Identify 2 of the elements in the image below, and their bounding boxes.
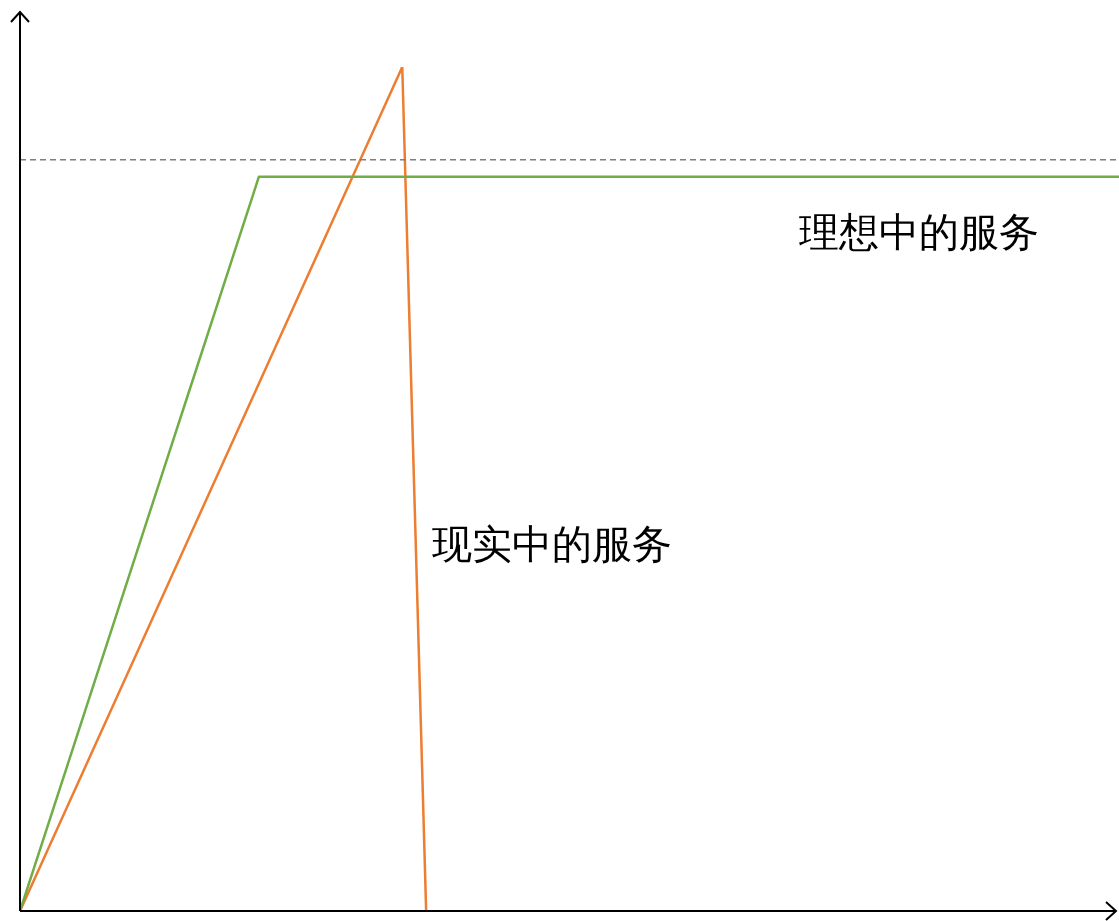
- series-label: 理想中的服务: [799, 208, 1039, 255]
- series-label: 现实中的服务: [432, 521, 673, 567]
